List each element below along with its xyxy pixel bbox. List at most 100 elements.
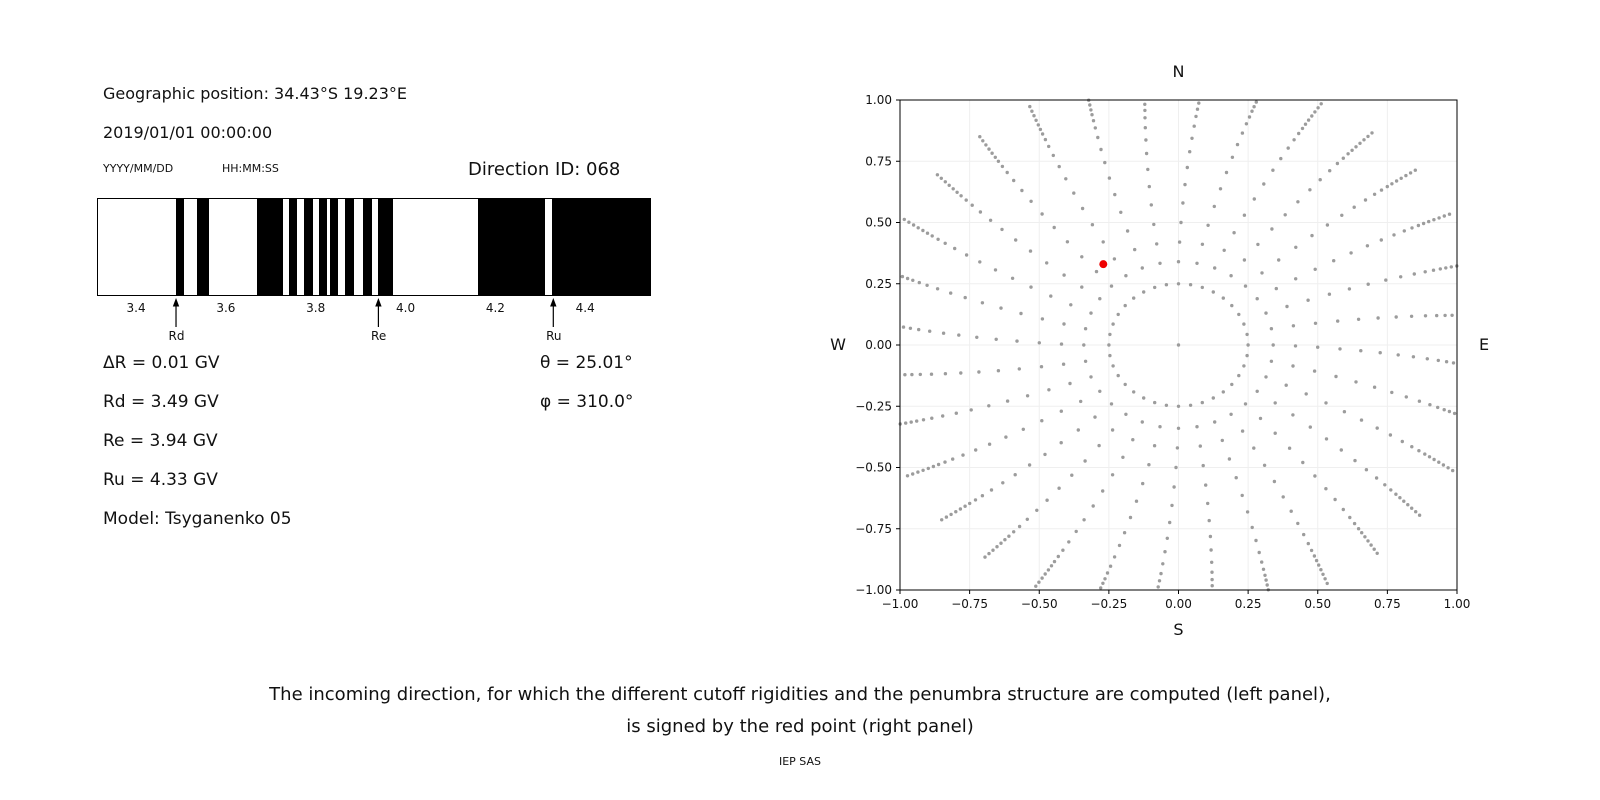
direction-dot xyxy=(1213,266,1217,270)
direction-dot xyxy=(902,217,906,222)
direction-dot xyxy=(1245,510,1250,514)
direction-dot xyxy=(1188,403,1193,407)
direction-dot xyxy=(1325,223,1330,227)
direction-dot xyxy=(1316,345,1320,349)
direction-dot xyxy=(1279,156,1283,161)
x-tick-label: −0.25 xyxy=(1090,597,1127,611)
theta-value: θ = 25.01° xyxy=(540,353,633,373)
phi-value: φ = 310.0° xyxy=(540,392,634,412)
direction-dot xyxy=(1437,460,1441,464)
direction-dot xyxy=(1045,261,1049,265)
direction-dot xyxy=(1294,245,1298,249)
direction-dot xyxy=(1446,466,1450,470)
direction-dot xyxy=(1252,105,1256,109)
delta-r-value: ΔR = 0.01 GV xyxy=(103,353,220,373)
direction-dot xyxy=(1352,521,1357,526)
penumbra-forbidden-band xyxy=(345,199,354,295)
compass-s-label: S xyxy=(1173,620,1183,639)
direction-dot xyxy=(1383,483,1387,487)
up-arrow-icon xyxy=(375,298,382,327)
direction-dot xyxy=(1017,524,1022,529)
direction-dot xyxy=(1310,114,1314,118)
direction-dot xyxy=(1110,428,1115,432)
geo-position-text: Geographic position: 34.43°S 19.23°E xyxy=(103,84,408,103)
direction-dot xyxy=(1341,156,1345,160)
up-arrow-icon xyxy=(550,298,557,327)
direction-dot xyxy=(1037,580,1041,584)
direction-dot xyxy=(1436,405,1440,410)
penumbra-x-tick-label: 3.4 xyxy=(126,301,146,315)
direction-dot xyxy=(1143,102,1147,106)
direction-dot xyxy=(1417,513,1422,517)
direction-dot xyxy=(908,326,913,330)
direction-dot xyxy=(1110,473,1115,477)
direction-dot xyxy=(1204,483,1208,487)
direction-dot xyxy=(1312,554,1317,558)
direction-dot xyxy=(996,159,1001,163)
direction-dot xyxy=(1080,285,1084,289)
direction-dot xyxy=(1142,290,1146,294)
direction-dot xyxy=(1101,581,1105,585)
direction-dot xyxy=(1229,274,1233,278)
x-tick-label: −1.00 xyxy=(882,597,919,611)
y-tick-label: 0.00 xyxy=(865,338,892,352)
direction-dot xyxy=(1052,559,1057,564)
direction-dot xyxy=(1250,525,1254,530)
direction-dot xyxy=(1442,408,1446,412)
direction-dot xyxy=(1443,313,1447,318)
date-format-label: YYYY/MM/DD xyxy=(103,162,174,175)
direction-dot xyxy=(1245,332,1249,337)
direction-dot xyxy=(1271,168,1275,172)
direction-dot xyxy=(1170,503,1174,508)
direction-dot xyxy=(1362,138,1366,142)
direction-dot xyxy=(943,460,947,464)
direction-dot xyxy=(941,331,946,335)
direction-dot xyxy=(1411,355,1416,359)
direction-dot xyxy=(1366,539,1370,543)
direction-dot xyxy=(1264,578,1268,582)
direction-dot xyxy=(1301,460,1305,465)
direction-dot xyxy=(943,241,947,245)
direction-dot xyxy=(1117,543,1122,548)
x-tick-label: −0.75 xyxy=(951,597,988,611)
direction-dot xyxy=(1099,147,1103,152)
direction-dot xyxy=(915,419,919,423)
direction-dot xyxy=(1428,403,1432,407)
direction-dot xyxy=(1394,179,1399,183)
direction-dot xyxy=(1449,265,1453,269)
direction-dot xyxy=(1360,531,1364,535)
direction-dot xyxy=(1390,182,1394,186)
direction-dot xyxy=(1354,380,1358,384)
direction-dot xyxy=(999,541,1003,545)
direction-dot xyxy=(911,278,915,282)
direction-dot xyxy=(959,371,963,375)
direction-dot xyxy=(1064,177,1068,181)
penumbra-forbidden-band xyxy=(176,199,184,295)
direction-dot xyxy=(1108,332,1112,337)
direction-dot xyxy=(1242,322,1246,326)
direction-dot xyxy=(1410,226,1414,230)
direction-dot xyxy=(1080,206,1085,211)
direction-dot xyxy=(1034,584,1038,588)
direction-dot xyxy=(1441,463,1446,467)
direction-dot xyxy=(1146,167,1150,172)
direction-dot xyxy=(1210,570,1214,574)
direction-dot xyxy=(1015,339,1019,343)
direction-dot xyxy=(964,198,968,202)
direction-dot xyxy=(1116,312,1120,317)
direction-dot xyxy=(1384,278,1388,282)
direction-dot xyxy=(1242,258,1247,262)
direction-dot xyxy=(1220,438,1224,443)
direction-dot xyxy=(1025,394,1030,398)
direction-dot xyxy=(1316,106,1320,110)
direction-dot xyxy=(1072,191,1076,195)
direction-dot xyxy=(1372,192,1377,196)
penumbra-forbidden-band xyxy=(478,199,546,295)
direction-dot xyxy=(925,231,930,235)
direction-dot xyxy=(1327,292,1332,296)
direction-dot xyxy=(1413,168,1417,172)
penumbra-forbidden-band xyxy=(256,199,283,295)
direction-dot xyxy=(1051,153,1055,158)
direction-dot xyxy=(1284,383,1288,387)
